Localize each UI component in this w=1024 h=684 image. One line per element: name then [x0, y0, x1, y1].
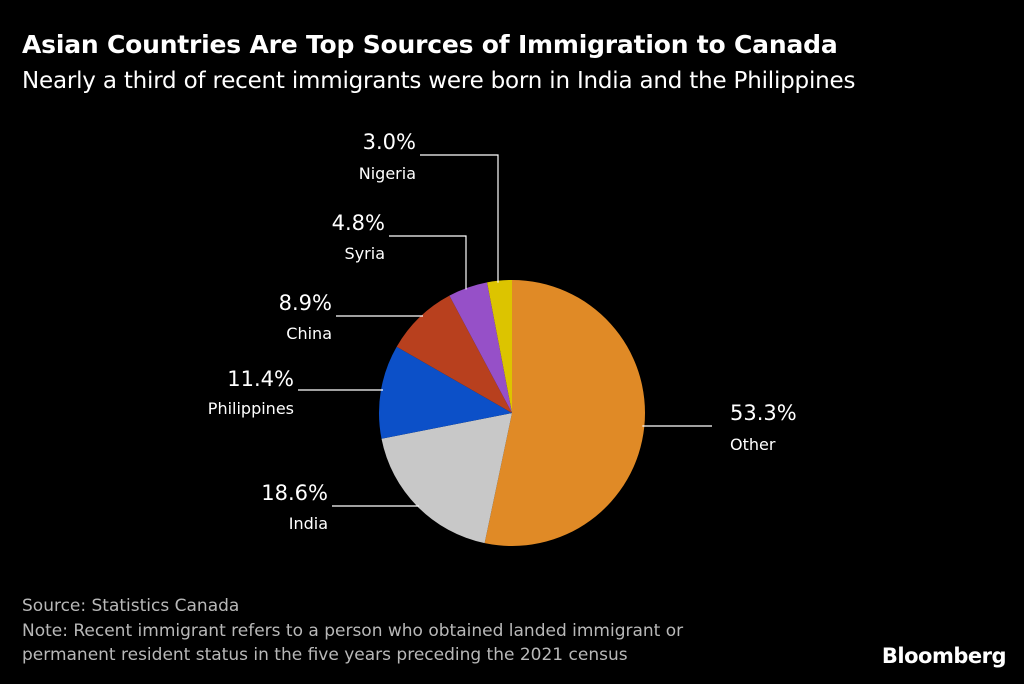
- slice-india: [381, 413, 512, 544]
- value-label-syria: 4.8%: [332, 211, 385, 235]
- category-label-syria: Syria: [345, 244, 385, 263]
- value-label-china: 8.9%: [279, 291, 332, 315]
- slice-syria: [449, 282, 512, 413]
- chart-title: Asian Countries Are Top Sources of Immig…: [22, 30, 838, 59]
- footnote-line-2: permanent resident status in the five ye…: [22, 645, 628, 665]
- slice-nigeria: [487, 280, 512, 413]
- chart-subtitle: Nearly a third of recent immigrants were…: [22, 68, 856, 94]
- value-label-india: 18.6%: [261, 481, 328, 505]
- value-label-philippines: 11.4%: [227, 367, 294, 391]
- value-label-other: 53.3%: [730, 401, 797, 425]
- category-label-china: China: [286, 324, 332, 343]
- slice-other: [484, 280, 646, 546]
- slice-china: [396, 295, 512, 413]
- pie-slices: [379, 280, 646, 546]
- slice-philippines: [379, 346, 512, 439]
- pie-labels: 53.3% Other 18.6% India 11.4% Philippines 8.9%…: [208, 130, 797, 533]
- category-label-philippines: Philippines: [208, 399, 294, 418]
- value-label-nigeria: 3.0%: [363, 130, 416, 154]
- leader-line-syria: [389, 235, 467, 290]
- bloomberg-logo: Bloomberg: [881, 644, 1007, 668]
- category-label-other: Other: [730, 435, 776, 454]
- category-label-nigeria: Nigeria: [359, 164, 416, 183]
- source-note: Source: Statistics Canada: [22, 596, 240, 616]
- leader-line-nigeria: [420, 154, 499, 283]
- footnote-line-1: Note: Recent immigrant refers to a perso…: [22, 621, 684, 641]
- category-label-india: India: [289, 514, 328, 533]
